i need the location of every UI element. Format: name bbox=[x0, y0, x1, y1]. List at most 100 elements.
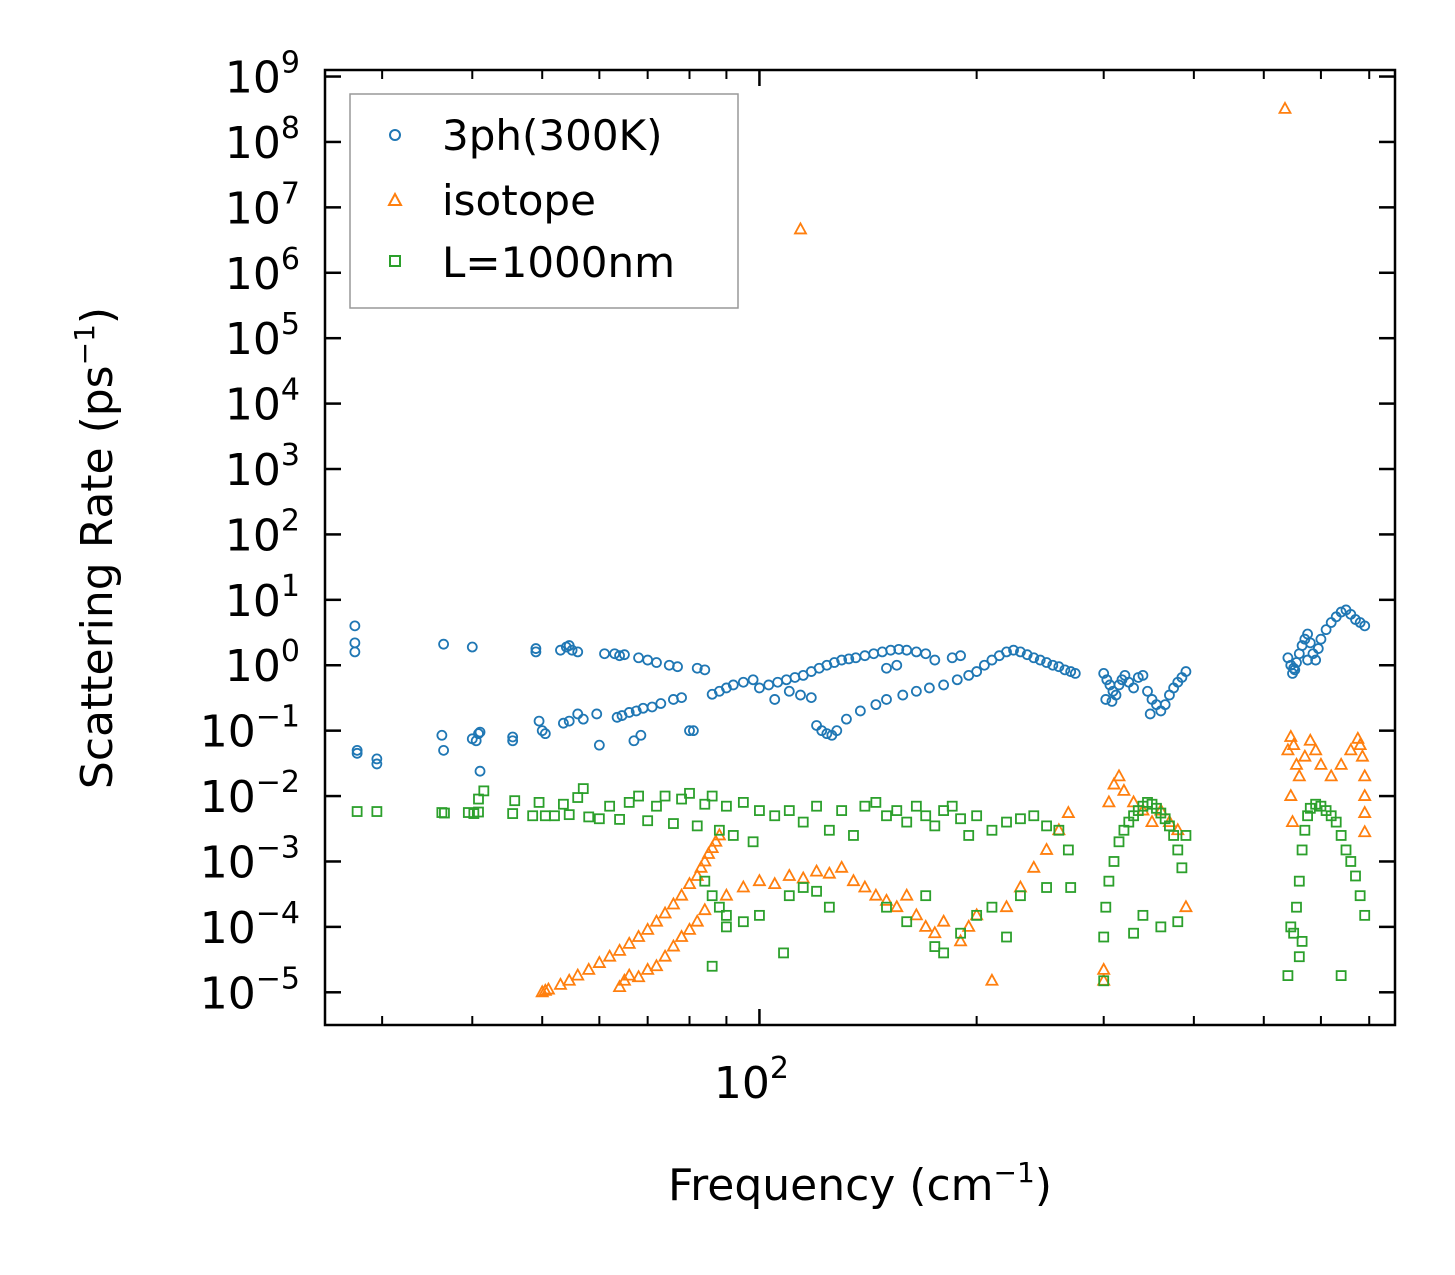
data-point bbox=[706, 790, 718, 802]
data-point bbox=[371, 758, 383, 770]
data-point bbox=[1291, 901, 1302, 913]
data-point bbox=[591, 708, 603, 720]
data-point bbox=[778, 947, 789, 959]
data-point bbox=[848, 830, 859, 841]
data-point bbox=[1041, 820, 1052, 832]
y-tick-label-base: 10 bbox=[225, 314, 281, 365]
data-point bbox=[694, 859, 709, 873]
data-point bbox=[879, 892, 894, 906]
data-point bbox=[558, 717, 569, 729]
data-point bbox=[592, 955, 607, 968]
data-point bbox=[649, 913, 664, 927]
data-point bbox=[631, 929, 646, 942]
data-point bbox=[727, 679, 739, 691]
y-tick-label-exp: −4 bbox=[256, 896, 300, 931]
legend-entry-l1000nm: L=1000nm bbox=[389, 238, 675, 287]
data-point bbox=[971, 666, 983, 677]
data-point bbox=[1098, 931, 1110, 943]
data-point bbox=[628, 735, 640, 747]
data-point bbox=[1001, 816, 1012, 828]
data-point bbox=[797, 882, 809, 893]
data-point bbox=[868, 887, 883, 901]
data-point bbox=[1108, 856, 1120, 867]
data-point bbox=[612, 942, 627, 956]
y-tick-label: 10−3 bbox=[200, 830, 300, 888]
data-point bbox=[684, 787, 695, 799]
y-tick-label-base: 10 bbox=[225, 641, 281, 692]
y-tick-label-exp: 1 bbox=[281, 569, 300, 604]
data-point bbox=[1106, 776, 1122, 790]
data-point bbox=[682, 876, 697, 890]
data-point bbox=[699, 664, 711, 676]
data-point bbox=[1277, 101, 1293, 114]
legend: 3ph(300K) isotope L=1000nm bbox=[349, 93, 739, 309]
data-point bbox=[1159, 699, 1171, 711]
data-point bbox=[699, 798, 711, 810]
data-point bbox=[706, 960, 718, 972]
y-tick-label: 105 bbox=[225, 307, 300, 365]
data-point bbox=[1155, 921, 1167, 933]
data-point bbox=[593, 813, 605, 825]
legend-label-l1000nm: L=1000nm bbox=[442, 238, 675, 287]
data-point bbox=[602, 948, 617, 962]
data-point bbox=[891, 805, 903, 816]
data-point bbox=[623, 707, 635, 718]
data-point bbox=[633, 652, 644, 664]
data-point bbox=[783, 685, 795, 697]
data-point bbox=[795, 689, 806, 701]
data-point bbox=[577, 713, 589, 725]
y-tick-label: 10−5 bbox=[200, 961, 300, 1019]
data-point bbox=[1100, 901, 1112, 913]
data-point bbox=[563, 715, 575, 727]
data-point bbox=[1062, 844, 1074, 856]
y-tick-label-exp: 3 bbox=[281, 438, 300, 473]
data-point bbox=[938, 947, 950, 959]
data-point bbox=[752, 873, 767, 887]
data-point bbox=[1325, 617, 1337, 628]
data-point bbox=[507, 731, 519, 743]
data-point bbox=[1001, 931, 1012, 943]
data-point bbox=[604, 800, 616, 812]
y-tick-label-base: 10 bbox=[225, 380, 281, 431]
data-point bbox=[674, 887, 689, 901]
data-point bbox=[1335, 830, 1347, 841]
data-point bbox=[1340, 844, 1352, 856]
data-point bbox=[691, 820, 703, 832]
data-point bbox=[920, 890, 932, 902]
data-point bbox=[533, 797, 545, 808]
data-point bbox=[705, 840, 720, 854]
data-point bbox=[1041, 657, 1052, 668]
data-point bbox=[655, 698, 667, 709]
data-point bbox=[843, 653, 855, 665]
y-tick-label-base: 10 bbox=[225, 510, 281, 561]
data-point bbox=[1289, 664, 1301, 676]
data-point bbox=[509, 795, 521, 807]
data-point bbox=[640, 922, 655, 935]
data-point bbox=[1324, 768, 1339, 782]
data-point bbox=[859, 800, 871, 812]
data-point bbox=[811, 800, 822, 812]
plot-frame bbox=[323, 68, 1397, 1027]
data-point bbox=[1283, 729, 1298, 742]
legend-label-isotope: isotope bbox=[442, 176, 596, 225]
data-point bbox=[1015, 890, 1026, 902]
y-tick-label-base: 10 bbox=[225, 183, 281, 234]
data-point bbox=[823, 901, 835, 913]
y-tick-label-base: 10 bbox=[200, 968, 256, 1019]
data-point bbox=[1335, 970, 1347, 981]
data-point bbox=[1116, 783, 1131, 796]
data-point bbox=[536, 725, 548, 737]
data-point bbox=[583, 811, 595, 823]
data-point bbox=[783, 805, 795, 816]
data-point bbox=[881, 901, 892, 913]
data-point bbox=[658, 905, 673, 919]
y-tick-label-exp: 7 bbox=[281, 176, 300, 211]
data-point bbox=[558, 798, 569, 810]
data-point bbox=[651, 800, 662, 812]
data-point bbox=[754, 909, 765, 921]
data-point bbox=[1015, 646, 1026, 658]
data-point bbox=[1320, 624, 1332, 636]
data-point bbox=[1028, 810, 1040, 822]
data-point bbox=[549, 810, 560, 822]
